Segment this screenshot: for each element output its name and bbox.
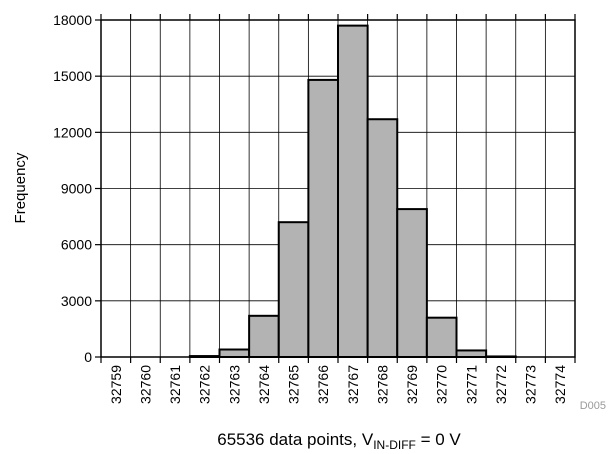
bar-32769 — [396, 208, 428, 358]
x-tick-label: 32762 — [197, 365, 213, 404]
x-tick-label: 32759 — [108, 365, 124, 404]
y-tick-label: 6000 — [61, 237, 92, 253]
y-tick-label: 15000 — [53, 68, 92, 84]
x-tick-label: 32770 — [434, 365, 450, 404]
bar-32770 — [425, 316, 458, 358]
x-ticks: 32759 32760 32761 32762 32763 32764 32765 32766… — [100, 14, 576, 404]
x-tick-label: 32765 — [286, 365, 302, 404]
y-ticks: 0 3000 6000 9000 12000 15000 18000 — [53, 12, 101, 365]
figure-code: D005 — [580, 400, 606, 412]
bar-32766 — [307, 78, 339, 359]
x-tick-label: 32763 — [226, 365, 242, 404]
x-axis-title-main: 65536 data points, V — [217, 430, 374, 449]
x-tick-label: 32768 — [374, 365, 390, 404]
bars — [188, 24, 517, 359]
bar-32764 — [248, 314, 280, 358]
x-tick-label: 32767 — [345, 365, 361, 404]
bar-32768 — [366, 118, 399, 358]
y-tick-label: 0 — [84, 349, 92, 365]
x-tick-label: 32773 — [523, 365, 539, 404]
x-tick-label: 32766 — [315, 365, 331, 404]
bar-32771 — [455, 349, 488, 359]
bar-32763 — [218, 348, 251, 358]
x-tick-label: 32772 — [493, 365, 509, 404]
y-tick-label: 3000 — [61, 293, 92, 309]
y-tick-label: 12000 — [53, 124, 92, 140]
y-axis-title: Frequency — [12, 152, 29, 223]
y-tick-label: 9000 — [61, 181, 92, 197]
x-tick-label: 32764 — [256, 365, 272, 404]
x-tick-label: 32761 — [167, 365, 183, 404]
bar-32767 — [337, 24, 369, 358]
bar-32765 — [277, 221, 310, 358]
x-axis-title: 65536 data points, VIN-DIFF = 0 V — [217, 430, 461, 452]
x-axis-title-tail: = 0 V — [416, 430, 462, 449]
x-tick-label: 32771 — [463, 365, 479, 404]
x-tick-label: 32774 — [552, 365, 568, 404]
x-tick-label: 32760 — [137, 365, 153, 404]
y-tick-label: 18000 — [53, 12, 92, 28]
x-tick-label: 32769 — [404, 365, 420, 404]
x-axis-title-subscript: IN-DIFF — [373, 438, 416, 452]
